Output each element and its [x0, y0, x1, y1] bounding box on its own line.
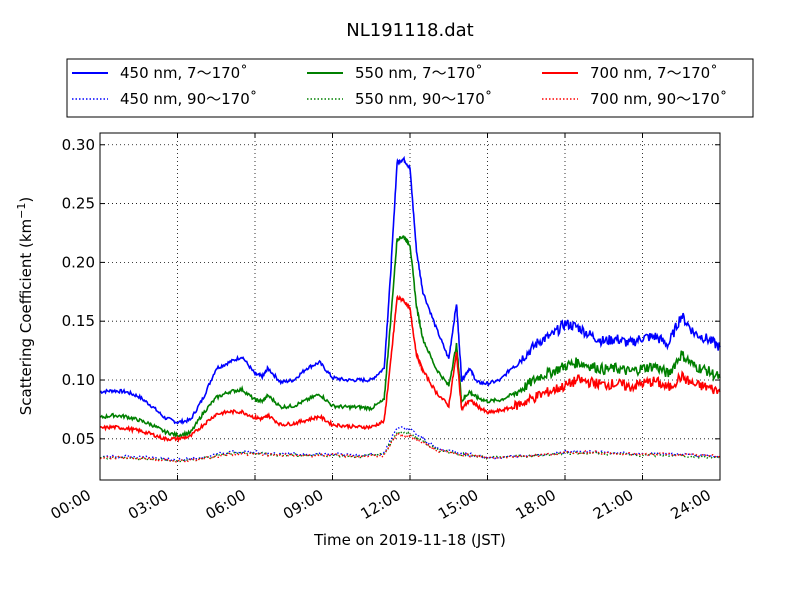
x-tick-label: 00:00	[48, 486, 94, 523]
x-tick-label: 06:00	[203, 486, 249, 523]
legend-label: 700 nm, 90～170˚	[590, 90, 727, 108]
legend: 450 nm, 7～170˚ 550 nm, 7～170˚ 700 nm, 7～17…	[66, 58, 754, 118]
x-axis-label: Time on 2019-11-18 (JST)	[313, 531, 506, 549]
x-tick-label: 21:00	[590, 486, 636, 523]
y-tick-label: 0.05	[62, 430, 95, 448]
legend-label: 450 nm, 7～170˚	[120, 64, 248, 82]
series-line	[99, 235, 721, 439]
series-line	[99, 294, 721, 443]
x-tick-label: 24:00	[668, 486, 714, 523]
y-tick-label: 0.20	[62, 253, 95, 271]
y-tick-label: 0.15	[62, 312, 95, 330]
series-line	[100, 430, 721, 463]
chart-title: NL191118.dat	[346, 20, 473, 41]
x-tick-label: 15:00	[435, 486, 481, 523]
y-axis-label-sup: −1	[15, 203, 28, 219]
y-axis-label-close: )	[17, 197, 35, 203]
grid	[99, 133, 721, 480]
series-line	[99, 155, 721, 425]
series-line	[99, 431, 721, 463]
x-tick-label: 03:00	[125, 486, 171, 523]
series-layer	[99, 155, 721, 463]
legend-label: 700 nm, 7～170˚	[590, 64, 718, 82]
y-axis-label-main: Scattering Coefficient (km	[17, 219, 35, 415]
y-tick-label: 0.30	[62, 136, 95, 154]
y-axis-label: Scattering Coefficient (km−1)	[15, 197, 35, 416]
legend-label: 450 nm, 90～170˚	[120, 90, 257, 108]
y-tick-label: 0.25	[62, 195, 95, 213]
x-tick-label: 12:00	[358, 486, 404, 523]
x-tick-label: 09:00	[280, 486, 326, 523]
y-tick-label: 0.10	[62, 371, 95, 389]
legend-label: 550 nm, 7～170˚	[355, 64, 483, 82]
x-tick-label: 18:00	[513, 486, 559, 523]
legend-box	[66, 58, 754, 118]
axis-ticks: 00:00 03:00 06:00 09:00 12:00 15:00 18:00 21:00…	[48, 133, 721, 523]
legend-label: 550 nm, 90～170˚	[355, 90, 492, 108]
